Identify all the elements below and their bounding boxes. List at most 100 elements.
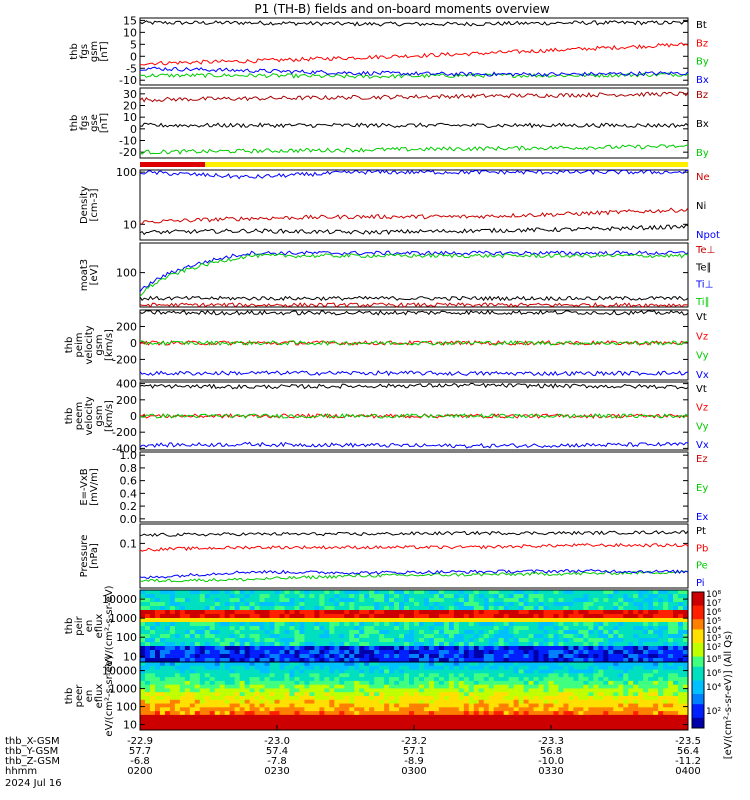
heatmap-cell: [174, 669, 181, 674]
heatmap-cell: [448, 699, 455, 705]
heatmap-cell: [334, 662, 340, 667]
heatmap-cell: [603, 688, 609, 693]
heatmap-cell: [478, 726, 485, 731]
heatmap-cell: [673, 669, 679, 674]
heatmap-cell: [513, 646, 520, 651]
heatmap-cell: [244, 718, 251, 723]
heatmap-cell: [149, 718, 156, 723]
heatmap-cell: [289, 707, 295, 712]
heatmap-cell: [140, 684, 146, 689]
heatmap-cell: [399, 699, 405, 705]
heatmap-cell: [204, 707, 211, 712]
heatmap-cell: [448, 606, 455, 611]
heatmap-cell: [399, 665, 405, 671]
legend-entry: Ti∥: [695, 297, 710, 308]
heatmap-cell: [528, 654, 535, 659]
heatmap-cell: [588, 630, 594, 635]
heatmap-cell: [548, 696, 554, 701]
heatmap-cell: [573, 610, 579, 615]
heatmap-cell: [324, 699, 330, 705]
heatmap-cell: [498, 696, 505, 701]
heatmap-cell: [468, 606, 475, 611]
heatmap-cell: [418, 594, 425, 599]
heatmap-cell: [309, 692, 315, 697]
heatmap-cell: [279, 598, 285, 603]
heatmap-cell: [473, 638, 480, 643]
heatmap-cell: [603, 610, 609, 615]
heatmap-cell: [269, 646, 276, 651]
heatmap-cell: [214, 618, 221, 623]
heatmap-cell: [588, 703, 594, 708]
heatmap-cell: [234, 646, 241, 651]
heatmap-cell: [483, 638, 490, 643]
heatmap-cell: [508, 638, 515, 643]
heatmap-cell: [314, 696, 320, 701]
heatmap-cell: [628, 722, 634, 727]
heatmap-cell: [269, 602, 276, 607]
heatmap-cell: [239, 714, 246, 720]
heatmap-cell: [558, 669, 564, 674]
heatmap-cell: [613, 646, 619, 651]
heatmap-cell: [324, 638, 330, 643]
heatmap-cell: [164, 658, 171, 663]
heatmap-cell: [458, 598, 465, 603]
heatmap-cell: [194, 642, 201, 647]
heatmap-cell: [508, 714, 515, 720]
heatmap-cell: [448, 610, 455, 615]
heatmap-cell: [448, 598, 455, 603]
heatmap-cell: [244, 634, 251, 639]
heatmap-cell: [658, 610, 664, 615]
heatmap-cell: [583, 658, 589, 663]
heatmap-cell: [149, 658, 156, 663]
eph-value: -22.9: [127, 736, 153, 747]
heatmap-cell: [668, 630, 674, 635]
heatmap-cell: [374, 658, 380, 663]
heatmap-cell: [289, 610, 295, 615]
heatmap-cell: [523, 642, 530, 647]
heatmap-cell: [558, 714, 564, 720]
heatmap-cell: [543, 714, 550, 720]
heatmap-cell: [319, 634, 325, 639]
heatmap-cell: [199, 658, 206, 663]
heatmap-cell: [239, 622, 246, 627]
heatmap-cell: [254, 669, 261, 674]
heatmap-cell: [164, 630, 171, 635]
heatmap-cell: [379, 626, 385, 631]
heatmap-cell: [384, 692, 390, 697]
heatmap-cell: [149, 642, 156, 647]
panels: 151050-5-10thbfgsgsm[nT]BtBzByBx3020100-…: [64, 14, 720, 736]
heatmap-cell: [478, 680, 485, 686]
heatmap-cell: [658, 714, 664, 720]
heatmap-cell: [384, 711, 390, 716]
heatmap-cell: [678, 606, 684, 611]
heatmap-cell: [428, 590, 435, 595]
heatmap-cell: [269, 654, 276, 659]
heatmap-cell: [578, 626, 584, 631]
heatmap-cell: [543, 598, 550, 603]
heatmap-cell: [583, 646, 589, 651]
heatmap-cell: [209, 606, 216, 611]
heatmap-cell: [334, 650, 340, 655]
heatmap-cell: [209, 626, 216, 631]
heatmap-cell: [184, 610, 191, 615]
heatmap-cell: [678, 634, 684, 639]
heatmap-cell: [588, 677, 594, 682]
heatmap-cell: [488, 598, 495, 603]
heatmap-cell: [563, 658, 569, 663]
heatmap-cell: [498, 622, 505, 627]
heatmap-cell: [140, 630, 146, 635]
heatmap-cell: [498, 718, 505, 723]
heatmap-cell: [184, 658, 191, 663]
heatmap-cell: [209, 618, 216, 623]
heatmap-cell: [663, 699, 669, 705]
heatmap-cell: [528, 714, 535, 720]
heatmap-cell: [214, 626, 221, 631]
panel-frame: [139, 87, 689, 159]
heatmap-cell: [329, 630, 335, 635]
heatmap-cell: [194, 622, 201, 627]
heatmap-cell: [543, 722, 550, 727]
heatmap-cell: [349, 692, 355, 697]
heatmap-cell: [448, 684, 455, 689]
heatmap-cell: [438, 626, 445, 631]
legend-entry: Npot: [696, 230, 720, 241]
